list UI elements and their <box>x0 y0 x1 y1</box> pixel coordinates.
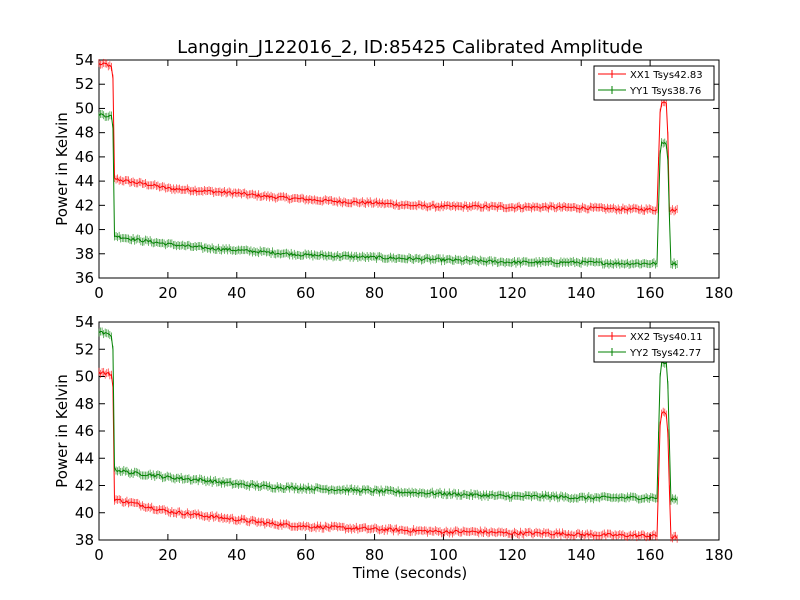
bottom-y-tick-label: 44 <box>75 449 94 467</box>
bottom-x-tick-label: 40 <box>227 546 246 564</box>
bottom-x-ticks: 0 20 40 60 80 100 120 140 160 180 <box>94 322 733 564</box>
bottom-x-tick-label: 120 <box>498 546 527 564</box>
bottom-series-markers-2 <box>98 327 678 505</box>
top-x-tick-label: 140 <box>567 284 596 302</box>
top-x-tick-label: 80 <box>365 284 384 302</box>
bottom-x-tick-label: 0 <box>94 546 104 564</box>
top-y-tick-label: 36 <box>75 269 94 287</box>
bottom-x-tick-label: 160 <box>636 546 665 564</box>
bottom-legend-entry-yy2: YY2 Tsys42.77 <box>598 348 701 359</box>
top-y-tick-label: 46 <box>75 148 94 166</box>
top-legend-label-xx1: XX1 Tsys42.83 <box>630 70 703 81</box>
top-y-ticks: 36 38 40 42 44 46 48 50 52 54 <box>75 51 719 287</box>
bottom-x-tick-label: 60 <box>296 546 315 564</box>
bottom-x-tick-label: 180 <box>705 546 734 564</box>
top-x-tick-label: 40 <box>227 284 246 302</box>
bottom-x-tick-label: 140 <box>567 546 596 564</box>
top-y-tick-label: 52 <box>75 75 94 93</box>
subplot-top: 0 20 40 60 80 100 120 140 160 180 36 38 40 42 44 46 48 5… <box>53 51 733 302</box>
bottom-legend-entry-xx2: XX2 Tsys40.11 <box>598 332 703 343</box>
bottom-y-tick-label: 38 <box>75 531 94 549</box>
x-axis-label: Time (seconds) <box>352 564 468 582</box>
bottom-x-tick-label: 80 <box>365 546 384 564</box>
top-y-axis-label: Power in Kelvin <box>53 112 71 226</box>
top-legend-entry-xx1: XX1 Tsys42.83 <box>598 70 703 81</box>
top-x-tick-label: 0 <box>94 284 104 302</box>
bottom-y-tick-label: 50 <box>75 368 94 386</box>
bottom-y-tick-label: 52 <box>75 340 94 358</box>
top-y-tick-label: 42 <box>75 196 94 214</box>
top-legend-label-yy1: YY1 Tsys38.76 <box>629 86 701 97</box>
top-series-markers-2 <box>98 109 678 269</box>
top-x-tick-label: 20 <box>158 284 177 302</box>
top-x-tick-label: 180 <box>705 284 734 302</box>
bottom-legend-label-xx2: XX2 Tsys40.11 <box>630 332 703 343</box>
bottom-y-tick-label: 42 <box>75 477 94 495</box>
top-y-tick-label: 44 <box>75 172 94 190</box>
bottom-x-tick-label: 20 <box>158 546 177 564</box>
top-y-tick-label: 48 <box>75 124 94 142</box>
top-x-tick-label: 100 <box>429 284 458 302</box>
top-y-tick-label: 54 <box>75 51 94 69</box>
bottom-series-layer <box>98 327 678 543</box>
bottom-y-tick-label: 40 <box>75 504 94 522</box>
bottom-y-tick-label: 46 <box>75 422 94 440</box>
top-series-markers-1 <box>98 58 678 216</box>
top-series-layer <box>98 58 678 269</box>
top-y-tick-label: 38 <box>75 245 94 263</box>
top-x-tick-label: 160 <box>636 284 665 302</box>
bottom-y-ticks: 38 40 42 44 46 48 50 52 54 <box>75 313 719 549</box>
subplot-bottom: 0 20 40 60 80 100 120 140 160 180 38 40 42 44 46 48 50 5… <box>53 313 733 582</box>
bottom-legend-label-yy2: YY2 Tsys42.77 <box>629 348 701 359</box>
top-plot-frame <box>98 59 720 279</box>
top-y-tick-label: 50 <box>75 99 94 117</box>
top-legend: XX1 Tsys42.83 YY1 Tsys38.76 <box>593 65 715 101</box>
bottom-series-markers-1 <box>98 367 678 543</box>
top-x-tick-label: 120 <box>498 284 527 302</box>
top-legend-box <box>593 65 715 101</box>
bottom-legend: XX2 Tsys40.11 YY2 Tsys42.77 <box>593 327 715 363</box>
bottom-y-tick-label: 48 <box>75 395 94 413</box>
top-legend-entry-yy1: YY1 Tsys38.76 <box>598 86 701 97</box>
top-x-tick-label: 60 <box>296 284 315 302</box>
bottom-y-axis-label: Power in Kelvin <box>53 374 71 488</box>
chart-title: Langgin_J122016_2, ID:85425 Calibrated A… <box>177 37 643 58</box>
bottom-legend-box <box>593 327 715 363</box>
top-x-ticks: 0 20 40 60 80 100 120 140 160 180 <box>94 60 733 302</box>
top-y-tick-label: 40 <box>75 221 94 239</box>
bottom-y-tick-label: 54 <box>75 313 94 331</box>
bottom-x-tick-label: 100 <box>429 546 458 564</box>
